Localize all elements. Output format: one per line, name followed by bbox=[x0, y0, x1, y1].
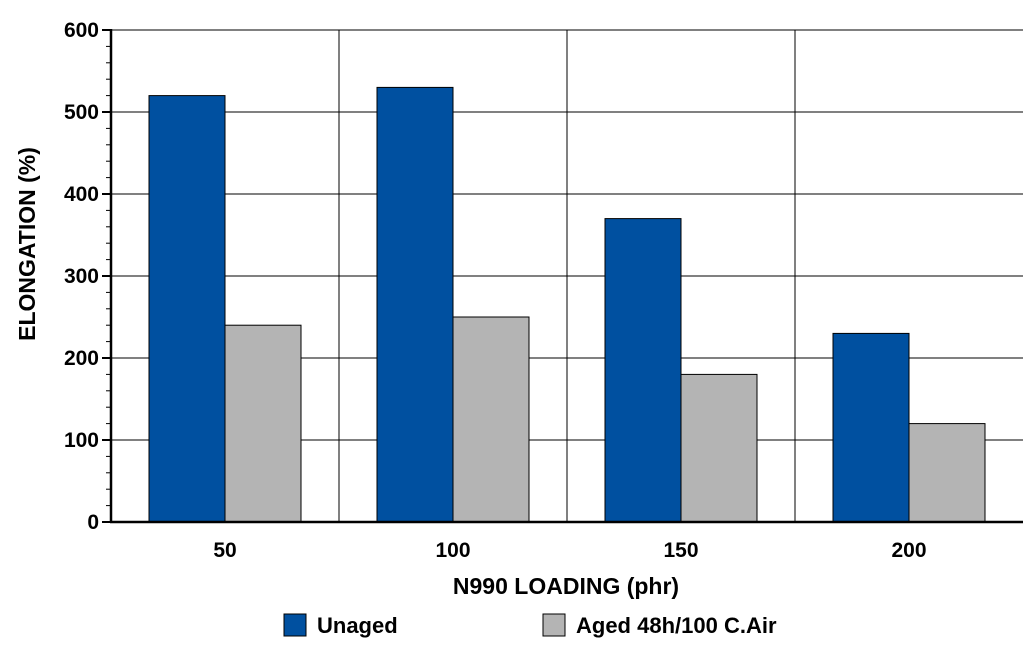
y-tick-label: 0 bbox=[87, 511, 99, 534]
bar-aged-48h-100-c-air-100 bbox=[452, 316, 530, 523]
legend-swatch-aged-48h-100-c-air bbox=[542, 613, 566, 637]
y-tick-label: 400 bbox=[64, 183, 99, 206]
bar-aged-48h-100-c-air-50 bbox=[224, 324, 302, 523]
bar-aged-48h-100-c-air-200 bbox=[908, 423, 986, 523]
x-tick-label: 200 bbox=[891, 539, 926, 562]
bars bbox=[148, 86, 986, 523]
x-tick-label: 100 bbox=[435, 539, 470, 562]
y-tick-label: 600 bbox=[64, 19, 99, 42]
x-axis-title: N990 LOADING (phr) bbox=[453, 573, 679, 599]
legend-label: Unaged bbox=[317, 613, 398, 638]
legend-label: Aged 48h/100 C.Air bbox=[576, 613, 777, 638]
legend: Unaged Aged 48h/100 C.Air bbox=[283, 613, 777, 638]
bar-unaged-200 bbox=[832, 332, 910, 523]
bar-unaged-100 bbox=[376, 86, 454, 523]
bar-unaged-150 bbox=[604, 218, 682, 523]
axes: 50 100 150 200 0 100 200 300 400 500 600 bbox=[64, 19, 1023, 562]
y-tick-label: 200 bbox=[64, 347, 99, 370]
legend-swatch-unaged bbox=[283, 613, 307, 637]
bar-unaged-50 bbox=[148, 95, 226, 523]
y-tick-label: 300 bbox=[64, 265, 99, 288]
y-tick-label: 100 bbox=[64, 429, 99, 452]
x-tick-label: 50 bbox=[213, 539, 236, 562]
y-tick-label: 500 bbox=[64, 101, 99, 124]
x-tick-label: 150 bbox=[663, 539, 698, 562]
y-axis-title: ELONGATION (%) bbox=[14, 147, 40, 341]
bar-aged-48h-100-c-air-150 bbox=[680, 373, 758, 523]
